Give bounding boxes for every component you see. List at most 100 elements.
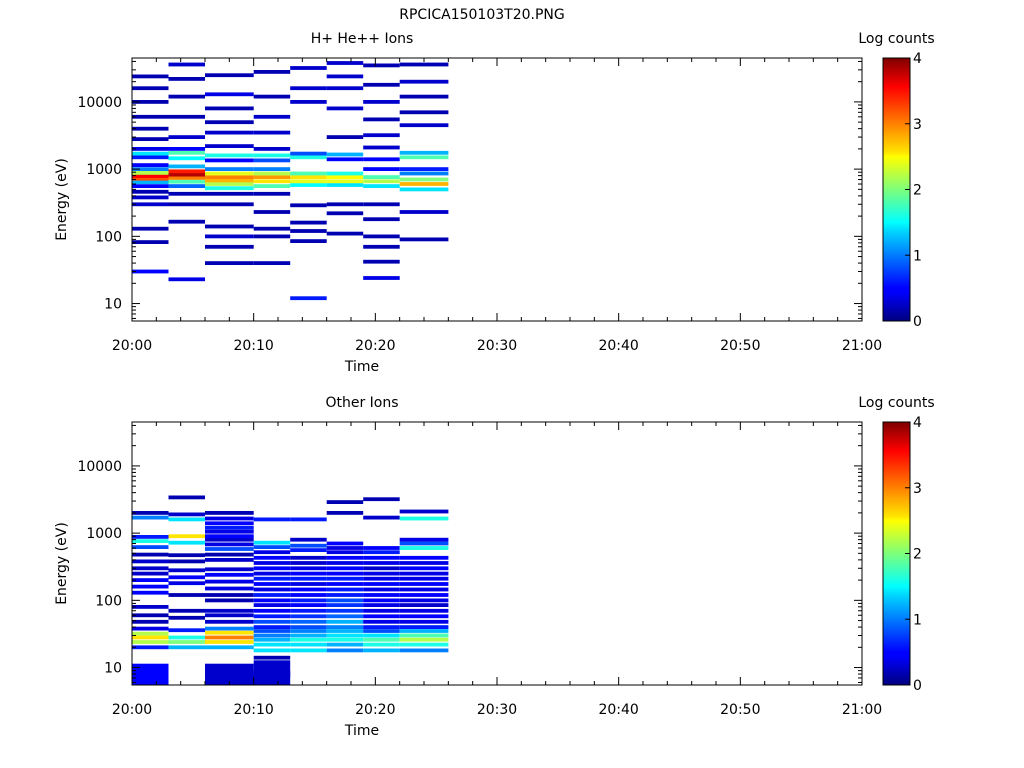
y-tick-label: 10 (104, 297, 122, 313)
heatmap-cell (205, 567, 254, 572)
y-axis-label: Energy (eV) (54, 158, 70, 241)
heatmap-cell (326, 86, 364, 91)
heatmap-cell (253, 603, 291, 607)
colorbar-tick-label: 3 (913, 481, 922, 497)
heatmap-cell (253, 540, 291, 545)
heatmap-cell (168, 114, 205, 119)
heatmap-cell (168, 169, 205, 174)
heatmap-cell (253, 517, 291, 522)
heatmap-cell (205, 626, 254, 631)
colorbar: Log counts 0 1 2 3 4 (858, 31, 934, 330)
colorbar-tick-label: 0 (913, 314, 922, 330)
colorbar-tick-label: 4 (913, 415, 922, 431)
heatmap-cell (253, 576, 291, 581)
heatmap-cell (363, 648, 400, 653)
heatmap-cell (253, 158, 291, 163)
x-tick-label: 21:00 (842, 338, 882, 354)
heatmap-cell (326, 593, 364, 597)
heatmap-cell (253, 660, 291, 665)
x-tick-label: 20:10 (233, 702, 273, 718)
heatmap-cell (253, 663, 291, 678)
heatmap-cell (290, 629, 327, 633)
heatmap-cell (205, 153, 254, 158)
heatmap-cell (132, 584, 169, 589)
heatmap-cell (363, 593, 400, 597)
heatmap-cell (132, 126, 169, 131)
heatmap-cell (253, 167, 291, 171)
heatmap-cell (363, 234, 400, 239)
heatmap-cell (326, 642, 364, 647)
heatmap-cell (363, 157, 400, 162)
heatmap-cell (253, 153, 291, 158)
heatmap-cell (326, 614, 364, 619)
heatmap-cell (168, 202, 205, 207)
heatmap-cell (326, 550, 364, 555)
heatmap-cell (168, 94, 205, 99)
heatmap-cell (205, 619, 254, 624)
heatmap-cell (132, 545, 169, 549)
heatmap-cell (168, 150, 205, 155)
heatmap-cell (132, 552, 169, 557)
heatmap-cell (168, 608, 205, 613)
heatmap-cell (363, 629, 400, 633)
figure-title: RPCICA150103T20.PNG (399, 7, 564, 23)
colorbar-label: Log counts (858, 395, 934, 411)
heatmap-cell (253, 642, 291, 647)
heatmap-cell (205, 534, 254, 539)
heatmap-cell (168, 540, 205, 545)
heatmap-cell (132, 645, 169, 650)
heatmap-cell (399, 123, 449, 128)
colorbar-tick-label: 3 (913, 117, 922, 133)
heatmap-cell (326, 619, 364, 624)
heatmap-cell (399, 614, 449, 619)
heatmap-cell (363, 619, 400, 624)
heatmap-cell (363, 100, 400, 104)
heatmap-cell (399, 79, 449, 84)
y-tick-label: 1000 (86, 526, 122, 542)
heatmap-cell (205, 537, 254, 542)
heatmap-cell (399, 155, 449, 160)
heatmap-cells (132, 495, 449, 685)
heatmap-cell (363, 133, 400, 138)
heatmap-cell (205, 640, 254, 644)
heatmap-cell (399, 110, 449, 115)
colorbar-label: Log counts (858, 31, 934, 47)
heatmap-cell (399, 516, 449, 521)
heatmap-cell (363, 117, 400, 122)
y-tick-label: 100 (95, 229, 122, 245)
heatmap-cell (132, 167, 169, 171)
heatmap-cell (363, 175, 400, 179)
heatmap-cell (326, 633, 364, 638)
heatmap-cell (399, 598, 449, 603)
heatmap-cell (205, 191, 254, 196)
heatmap-cell (205, 613, 254, 618)
heatmap-cell (132, 155, 169, 160)
heatmap-cell (205, 516, 254, 521)
heatmap-cell (363, 515, 400, 520)
colorbar-tick-label: 4 (913, 51, 922, 67)
x-tick-label: 20:20 (355, 338, 395, 354)
heatmap-cell (253, 608, 291, 613)
heatmap-cell (290, 239, 327, 243)
y-tick-label: 10000 (77, 459, 122, 475)
heatmap-cell (363, 167, 400, 171)
heatmap-cell (399, 94, 449, 99)
heatmap-cell (132, 180, 169, 185)
heatmap-cell (326, 152, 364, 157)
heatmap-cell (326, 608, 364, 613)
heatmap-cell (399, 561, 449, 565)
heatmap-cell (132, 202, 169, 207)
x-axis-label: Time (344, 723, 379, 739)
heatmap-cell (168, 147, 205, 151)
heatmap-cell (326, 157, 364, 162)
heatmap-cell (205, 645, 254, 650)
heatmap-cell (363, 587, 400, 592)
heatmap-cell (205, 525, 254, 530)
heatmap-cell (326, 106, 364, 111)
heatmap-cell (205, 224, 254, 229)
heatmap-cell (168, 645, 205, 650)
heatmap-cell (253, 571, 291, 576)
heatmap-cell (205, 158, 254, 163)
heatmap-cell (290, 566, 327, 571)
heatmap-cell (326, 648, 364, 653)
